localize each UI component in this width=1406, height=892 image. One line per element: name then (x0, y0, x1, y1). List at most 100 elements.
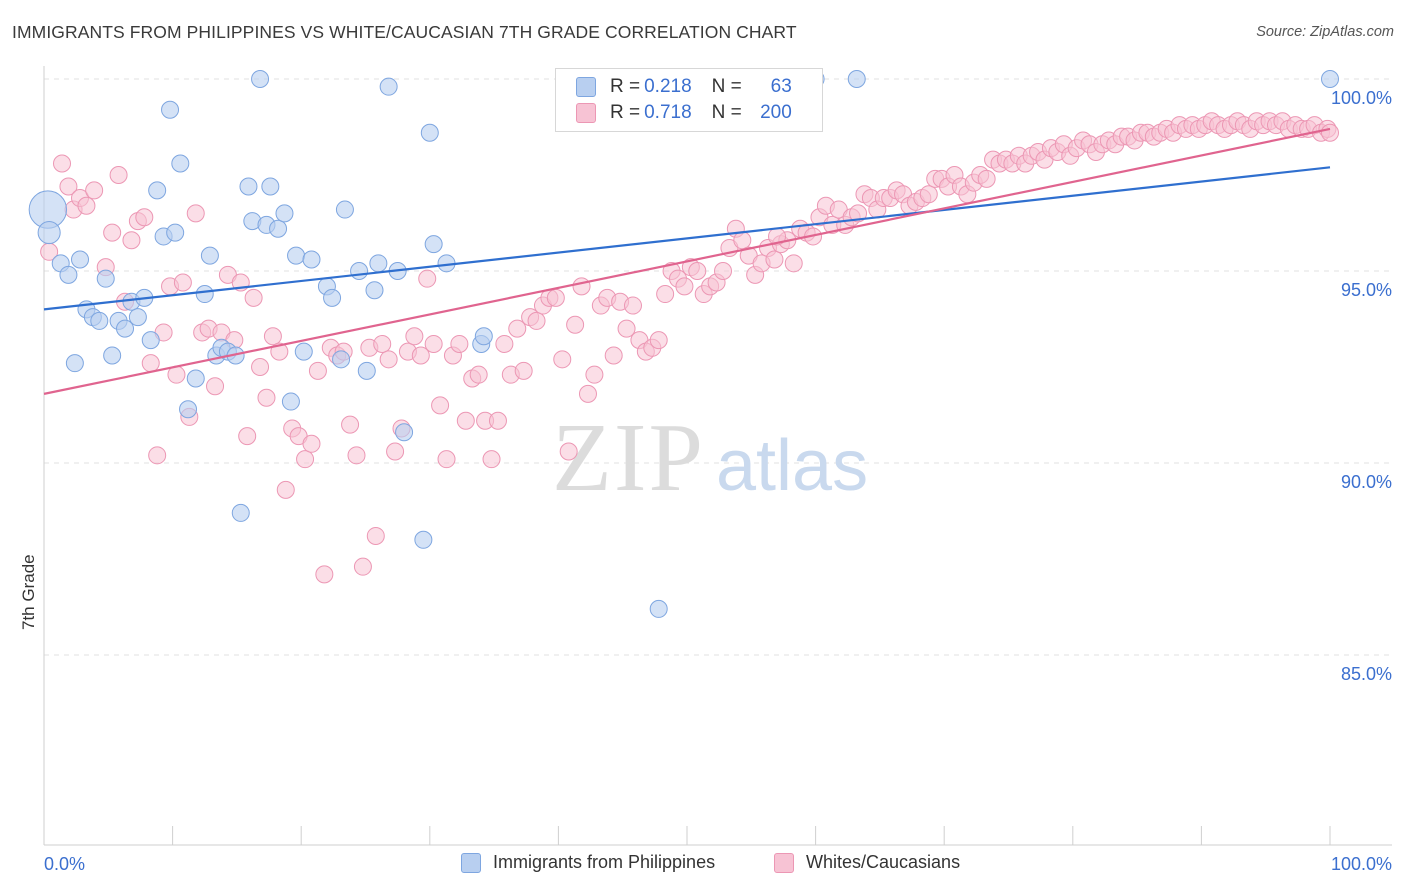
point-immigrants-philippines (269, 219, 288, 238)
point-immigrants-philippines (414, 530, 433, 549)
point-whites-caucasians (527, 311, 546, 330)
point-whites-caucasians (244, 288, 263, 307)
point-whites-caucasians (59, 177, 78, 196)
point-whites-caucasians (437, 450, 456, 469)
point-whites-caucasians (405, 327, 424, 346)
y-tick-label: 100.0% (1331, 88, 1392, 108)
point-immigrants-philippines (166, 223, 185, 242)
point-immigrants-philippines (148, 181, 167, 200)
point-immigrants-philippines (649, 599, 668, 618)
point-immigrants-philippines (37, 221, 61, 245)
y-tick-label: 85.0% (1341, 664, 1392, 684)
point-whites-caucasians (302, 434, 321, 453)
watermark: ZIP atlas (552, 404, 868, 512)
point-whites-caucasians (347, 446, 366, 465)
y-tick-labels: 85.0% 90.0% 95.0% 100.0% (1331, 88, 1392, 684)
point-immigrants-philippines (474, 327, 493, 346)
point-whites-caucasians (206, 377, 225, 396)
point-whites-caucasians (263, 327, 282, 346)
watermark-atlas: atlas (716, 426, 868, 506)
point-whites-caucasians (186, 204, 205, 223)
point-whites-caucasians (495, 334, 514, 353)
point-whites-caucasians (296, 450, 315, 469)
point-immigrants-philippines (365, 281, 384, 300)
y-tick-label: 95.0% (1341, 280, 1392, 300)
point-immigrants-philippines (335, 200, 354, 219)
legend-n-label: N = (711, 102, 742, 123)
legend-r-value: 0.218 (644, 76, 692, 97)
point-whites-caucasians (431, 396, 450, 415)
point-immigrants-philippines (323, 288, 342, 307)
legend-n-value: 200 (760, 102, 792, 123)
y-tick-label: 90.0% (1341, 472, 1392, 492)
point-whites-caucasians (849, 204, 868, 223)
point-immigrants-philippines (161, 100, 180, 119)
point-immigrants-philippines (251, 70, 270, 88)
point-whites-caucasians (109, 166, 128, 184)
legend-r-value: 0.718 (644, 102, 692, 123)
trend-line-philippines (43, 166, 1331, 311)
x-tick-label: 0.0% (44, 854, 85, 874)
point-immigrants-philippines (103, 346, 122, 365)
point-whites-caucasians (418, 269, 437, 288)
bottom-legend-label: Immigrants from Philippines (493, 852, 716, 872)
point-whites-caucasians (784, 254, 803, 273)
point-immigrants-philippines (71, 250, 90, 269)
legend-swatch-pink (576, 103, 596, 123)
point-immigrants-philippines (128, 308, 147, 327)
legend-n-value: 63 (770, 76, 792, 97)
point-whites-caucasians (456, 411, 475, 430)
point-whites-caucasians (238, 427, 257, 446)
point-immigrants-philippines (424, 235, 443, 254)
point-immigrants-philippines (179, 400, 198, 419)
point-whites-caucasians (553, 350, 572, 369)
point-whites-caucasians (424, 334, 443, 353)
point-whites-caucasians (469, 365, 488, 384)
point-whites-caucasians (585, 365, 604, 384)
point-immigrants-philippines (59, 265, 78, 284)
point-whites-caucasians (919, 185, 938, 204)
point-whites-caucasians (604, 346, 623, 365)
point-whites-caucasians (77, 196, 96, 215)
series-immigrants-philippines (28, 70, 1339, 618)
point-immigrants-philippines (1321, 70, 1339, 88)
point-whites-caucasians (341, 415, 360, 434)
legend-n-label: N = (711, 76, 742, 97)
point-whites-caucasians (649, 331, 668, 350)
x-tick-labels: 0.0% 100.0% (44, 854, 1392, 874)
point-whites-caucasians (148, 446, 167, 465)
trend-lines (43, 127, 1331, 395)
point-whites-caucasians (411, 346, 430, 365)
point-immigrants-philippines (90, 311, 109, 330)
point-whites-caucasians (623, 296, 642, 315)
trend-line-whites (43, 127, 1331, 395)
point-whites-caucasians (366, 526, 385, 545)
y-axis-label-wrap: 7th Grade (16, 520, 40, 640)
point-whites-caucasians (656, 285, 675, 304)
point-immigrants-philippines (200, 246, 219, 265)
point-immigrants-philippines (369, 254, 388, 273)
point-whites-caucasians (765, 250, 784, 269)
point-whites-caucasians (514, 361, 533, 380)
point-immigrants-philippines (239, 177, 258, 196)
legend-row-whites: R = 0.718 N = 200 (576, 101, 792, 125)
point-whites-caucasians (308, 361, 327, 380)
point-immigrants-philippines (275, 204, 294, 223)
point-immigrants-philippines (65, 354, 84, 373)
watermark-zip: ZIP (552, 404, 705, 512)
point-immigrants-philippines (171, 154, 190, 173)
point-immigrants-philippines (96, 269, 115, 288)
point-immigrants-philippines (281, 392, 300, 411)
x-tick-label: 100.0% (1331, 854, 1392, 874)
point-immigrants-philippines (847, 70, 866, 88)
point-whites-caucasians (85, 181, 104, 200)
grid-lines (44, 78, 1392, 656)
series-whites-caucasians (40, 112, 1339, 584)
point-immigrants-philippines (261, 177, 280, 196)
point-whites-caucasians (546, 288, 565, 307)
point-whites-caucasians (122, 231, 141, 250)
y-axis-label: 7th Grade (19, 554, 38, 630)
point-immigrants-philippines (357, 361, 376, 380)
point-whites-caucasians (714, 262, 733, 280)
